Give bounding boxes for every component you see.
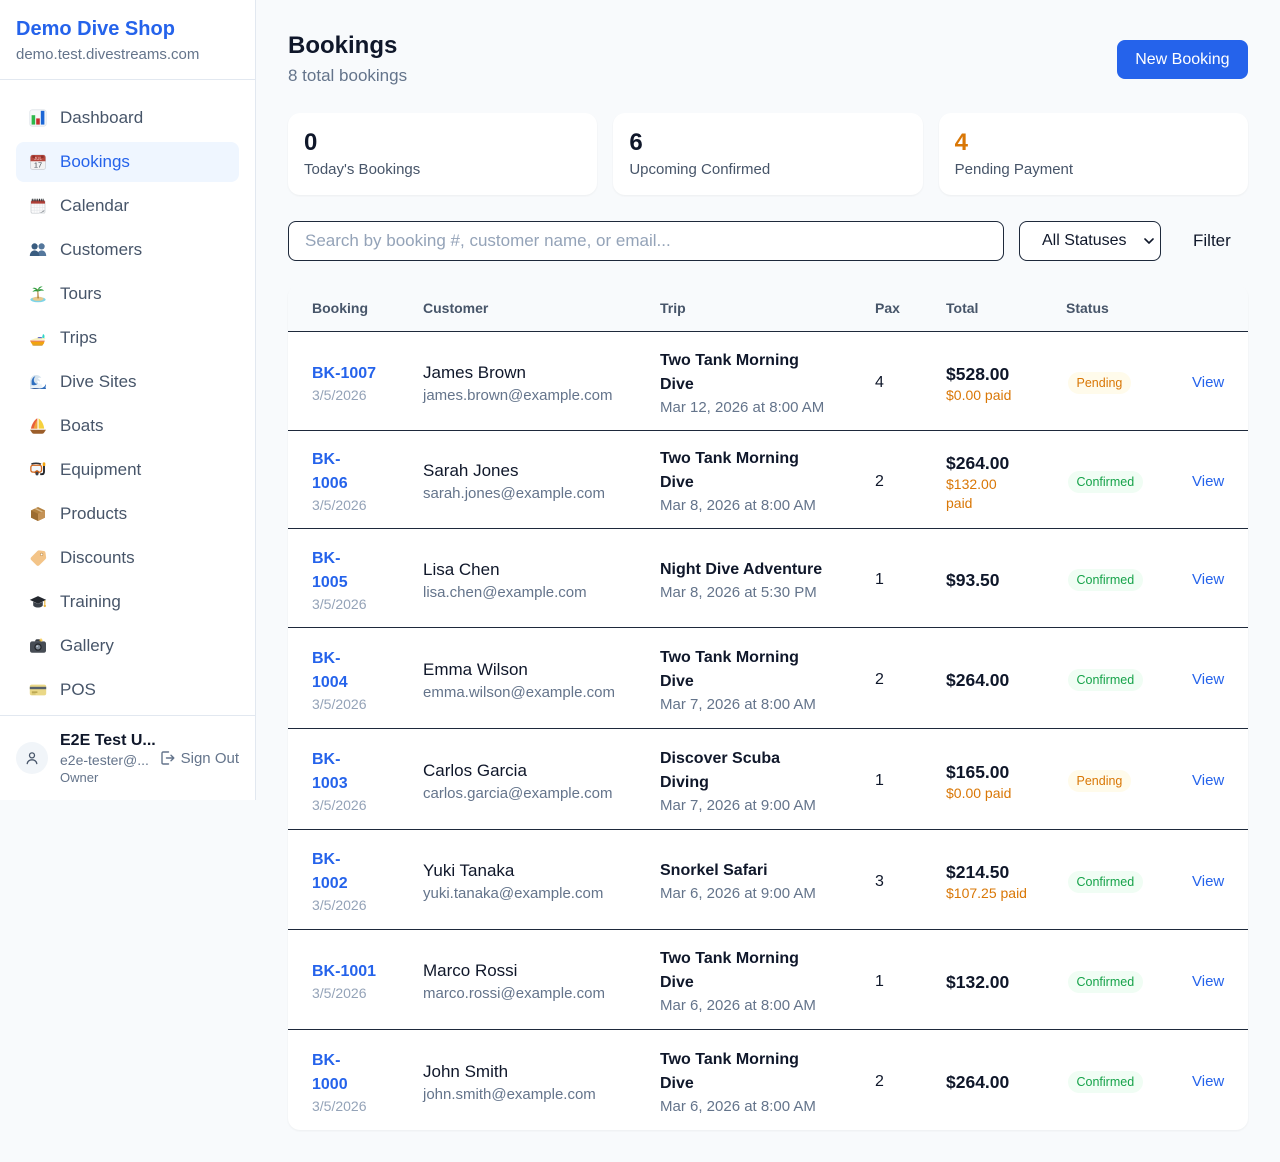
svg-text:17: 17 bbox=[34, 161, 42, 170]
svg-text:JUL: JUL bbox=[34, 156, 42, 161]
